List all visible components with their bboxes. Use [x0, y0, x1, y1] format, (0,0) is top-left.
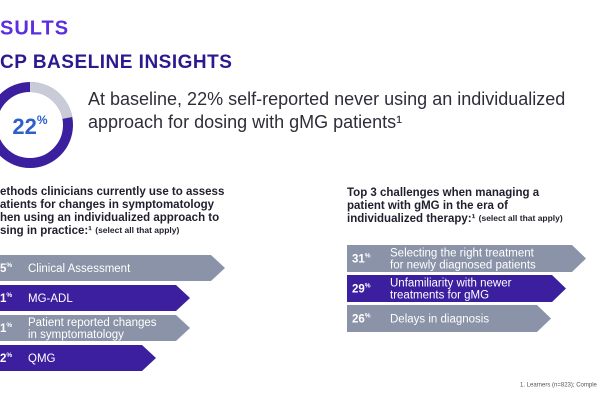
heading-text: sing in practice:¹ [0, 225, 92, 237]
item-value: 1% [0, 322, 12, 335]
item-value: 5% [0, 262, 12, 275]
donut-value: 22% [12, 113, 47, 139]
item-value: 26% [352, 312, 371, 325]
item-label: Clinical Assessment [28, 263, 131, 275]
arrow-banner [0, 285, 190, 311]
donut-number: 22 [12, 114, 36, 139]
arrow-banner [347, 275, 566, 302]
item-label: Patient reported changes [28, 317, 157, 329]
statement-line: approach for dosing with gMG patients¹ [88, 112, 402, 132]
list-heading: hen using an individualized approach to [0, 212, 219, 224]
list-heading: sing in practice:¹ (select all that appl… [0, 225, 179, 237]
item-label: treatments for gMG [390, 290, 489, 302]
item-unit: % [6, 352, 12, 359]
donut-unit: % [37, 113, 48, 127]
item-unit: % [6, 292, 12, 299]
list-heading: ethods clinicians currently use to asses… [0, 186, 224, 198]
item-value: 31% [352, 252, 371, 265]
heading-text: patient with gMG in the era of [347, 200, 508, 212]
heading-text: hen using an individualized approach to [0, 212, 219, 224]
item-unit: % [6, 262, 12, 269]
arrow-banner [0, 345, 156, 371]
item-value: 29% [352, 282, 371, 295]
item-number: 1 [0, 323, 7, 335]
heading-text: Top 3 challenges when managing a [347, 187, 540, 199]
item-unit: % [365, 282, 371, 289]
item-label: MG-ADL [28, 293, 73, 305]
footnote: 1. Learners (n=823); Comple [520, 383, 598, 389]
item-number: 29 [352, 284, 365, 296]
item-label: in symptomatology [28, 329, 124, 341]
heading-text: ethods clinicians currently use to asses… [0, 186, 224, 198]
list-heading: Top 3 challenges when managing a [347, 187, 540, 199]
heading-text: atients for changes in symptomatology [0, 199, 215, 211]
heading-text: individualized therapy:¹ [347, 213, 476, 225]
heading-note: (select all that apply) [95, 225, 179, 235]
item-label: Delays in diagnosis [390, 314, 489, 326]
item-unit: % [6, 322, 12, 329]
heading-note: (select all that apply) [479, 213, 563, 223]
list-heading: individualized therapy:¹ (select all tha… [347, 213, 563, 225]
item-number: 31 [352, 254, 365, 266]
section-label: SULTS [0, 17, 69, 39]
arrow-banner [0, 255, 225, 281]
item-value: 2% [0, 352, 12, 365]
item-value: 1% [0, 292, 12, 305]
donut-segment [29, 82, 73, 120]
arrow-banner [347, 245, 586, 272]
arrow-banner [0, 315, 190, 341]
item-label: for newly diagnosed patients [390, 260, 536, 272]
item-number: 26 [352, 314, 365, 326]
item-unit: % [365, 252, 371, 259]
list-heading: patient with gMG in the era of [347, 200, 508, 212]
item-label: Selecting the right treatment [390, 248, 535, 260]
item-label: QMG [28, 353, 56, 365]
item-label: Unfamiliarity with newer [390, 278, 512, 290]
statement-line: At baseline, 22% self-reported never usi… [88, 89, 565, 109]
item-number: 2 [0, 353, 6, 365]
list-heading: atients for changes in symptomatology [0, 199, 215, 211]
item-number: 1 [0, 293, 7, 305]
slide-title: CP BASELINE INSIGHTS [0, 52, 232, 73]
arrow-banner [347, 305, 551, 332]
item-number: 5 [0, 263, 7, 275]
item-unit: % [365, 312, 371, 319]
